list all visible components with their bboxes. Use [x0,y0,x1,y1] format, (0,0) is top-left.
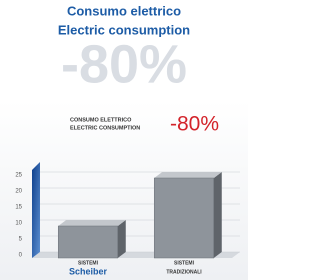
x-tick-label: Scheiber [69,266,108,276]
bar-side [118,220,126,258]
bar [154,178,214,258]
side-wall [32,162,40,258]
chart: Consumo elettrico Electric consumption -… [0,0,248,280]
page: {"chart_data": { "type": "bar", "title":… [0,0,248,280]
y-tick-label: 15 [15,205,22,211]
bar-side [214,172,222,258]
bar-top [154,172,222,178]
title-line: Consumo elettrico [67,3,181,18]
y-tick-label: 10 [15,221,22,227]
bar [58,226,118,258]
label-line: CONSUMO ELETTRICO [70,117,132,123]
x-tick-label: SISTEMI [174,260,195,266]
annotation: -80% [170,113,219,136]
y-tick-label: 20 [15,189,22,195]
watermark: -80% [61,34,187,94]
x-tick-label: TRADIZIONALI [166,269,202,275]
label-line: ELECTRIC CONSUMPTION [70,125,140,131]
y-tick-label: 25 [15,173,22,179]
bar-top [58,220,126,226]
